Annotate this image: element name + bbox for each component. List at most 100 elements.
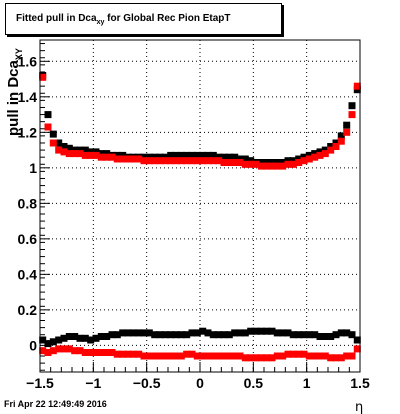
data-point [225, 352, 233, 360]
data-point [65, 150, 73, 158]
data-point [327, 354, 335, 362]
data-point [103, 153, 111, 161]
data-point [103, 333, 111, 340]
y-axis-title-subscript: XY [14, 48, 24, 60]
data-point [215, 352, 223, 360]
data-point [273, 352, 281, 360]
data-point [177, 331, 185, 339]
data-point [284, 350, 292, 358]
chart-title-subscript: xy [96, 19, 105, 26]
data-point [268, 327, 276, 335]
data-point [204, 151, 212, 159]
y-tick-label: 1.6 [18, 53, 38, 69]
data-point [193, 151, 201, 159]
data-point [81, 151, 89, 159]
data-point [87, 151, 95, 159]
data-point [87, 336, 95, 344]
timestamp-label: Fri Apr 22 12:49:49 2016 [4, 399, 107, 409]
data-point [113, 331, 121, 339]
data-point [209, 157, 217, 165]
data-point [97, 349, 105, 356]
data-point [289, 350, 297, 358]
data-point [209, 151, 217, 159]
data-point [172, 157, 180, 165]
data-point [204, 157, 212, 165]
data-point [55, 336, 63, 344]
data-point [103, 150, 111, 158]
data-point [135, 155, 143, 163]
data-point [231, 329, 239, 337]
data-point [209, 352, 217, 360]
data-point [119, 329, 127, 337]
data-point [295, 331, 303, 339]
y-tick-label: 0 [29, 337, 37, 353]
data-point [263, 354, 271, 362]
plot-frame [39, 39, 361, 373]
data-point [129, 155, 137, 163]
data-point [177, 151, 185, 159]
data-point [300, 350, 308, 358]
marker-layer [39, 72, 361, 362]
data-point [76, 334, 84, 342]
data-point [145, 329, 153, 337]
data-point [252, 160, 260, 168]
data-point [311, 153, 319, 161]
data-point [135, 350, 143, 358]
data-point [236, 352, 244, 360]
x-tick-label: 1 [303, 375, 311, 391]
data-point [289, 157, 297, 165]
data-point [60, 345, 68, 353]
data-point [188, 157, 196, 165]
data-point [300, 157, 308, 165]
data-point [327, 333, 335, 340]
data-point [327, 146, 335, 154]
data-point [220, 331, 228, 339]
grid-layer [40, 40, 360, 372]
data-point [81, 349, 89, 356]
data-point [97, 150, 105, 158]
data-point [60, 148, 68, 156]
data-point [284, 157, 292, 165]
data-point [71, 347, 79, 355]
data-point [321, 333, 329, 340]
data-point [188, 350, 196, 358]
data-point [263, 327, 271, 335]
data-point [247, 327, 255, 335]
data-point [305, 151, 313, 159]
data-point [321, 150, 329, 158]
data-point [188, 329, 196, 337]
data-point [113, 350, 121, 358]
data-point [273, 329, 281, 337]
data-point [284, 160, 292, 168]
data-point [348, 331, 356, 339]
data-point [49, 139, 57, 147]
data-point [161, 352, 169, 360]
data-point [183, 350, 191, 358]
data-point [247, 160, 255, 168]
data-point [279, 159, 287, 166]
chart-title: Fitted pull in Dcaxy for Global Rec Pion… [5, 3, 282, 35]
data-point [300, 331, 308, 339]
data-point [199, 151, 207, 159]
data-point [273, 159, 281, 166]
data-point [167, 352, 175, 360]
data-point [305, 352, 313, 360]
data-point [156, 352, 164, 360]
data-point [199, 352, 207, 360]
data-point [140, 329, 148, 337]
data-point [305, 155, 313, 163]
data-point [305, 331, 313, 339]
data-point [108, 153, 116, 161]
data-point [188, 151, 196, 159]
data-point [257, 354, 265, 362]
data-point [103, 349, 111, 356]
data-point [97, 153, 105, 161]
data-point [39, 336, 47, 344]
data-point [81, 146, 89, 154]
x-tick-label: 0 [196, 375, 204, 391]
data-point [332, 331, 340, 339]
data-point [295, 350, 303, 358]
data-point [172, 331, 180, 339]
data-point [316, 151, 324, 159]
